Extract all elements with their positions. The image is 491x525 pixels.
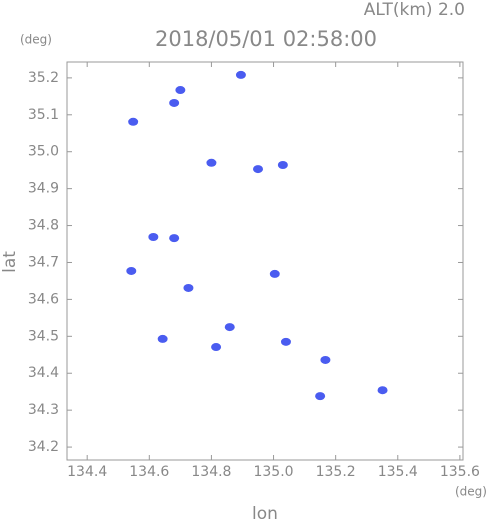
echo	[253, 165, 264, 174]
x-tick-label: 134.4	[67, 464, 107, 480]
echo	[175, 86, 186, 95]
echo	[269, 269, 280, 278]
echo	[277, 161, 288, 170]
echo	[320, 355, 331, 364]
echo	[126, 266, 137, 275]
y-tick-label: 34.9	[28, 181, 59, 197]
x-tick-label: 135.4	[378, 464, 418, 480]
y-tick-label: 34.5	[28, 328, 59, 344]
echo	[235, 70, 246, 79]
echo	[377, 386, 388, 395]
chart-title: 2018/05/01 02:58:00	[155, 27, 377, 51]
y-tick-label: 34.8	[28, 218, 59, 234]
y-tick-label: 34.4	[28, 365, 59, 381]
y-tick-label: 34.7	[28, 254, 59, 270]
y-tick-label: 35.1	[28, 107, 59, 123]
echo	[148, 233, 159, 242]
echo	[206, 158, 217, 167]
echo	[128, 117, 139, 126]
echo	[169, 98, 180, 107]
y-tick-label: 35.0	[28, 144, 59, 160]
echo	[211, 343, 222, 352]
x-tick-label: 135.2	[316, 464, 356, 480]
x-tick-label: 134.8	[191, 464, 231, 480]
y-label: lat	[0, 251, 20, 273]
echo	[169, 234, 180, 243]
plot-frame	[66, 61, 464, 461]
echo	[224, 323, 235, 332]
echo	[315, 392, 326, 401]
x-tick-label: 135.6	[440, 464, 480, 480]
x-label: lon	[252, 504, 278, 521]
y-tick-label: 35.2	[28, 70, 59, 86]
y-tick-label: 34.6	[28, 291, 59, 307]
header: ALT(km) 2.0	[364, 0, 465, 20]
echo	[183, 283, 194, 292]
x-unit: (deg)	[455, 485, 487, 499]
echo	[157, 334, 168, 343]
x-tick-label: 135.0	[253, 464, 293, 480]
y-unit: (deg)	[20, 33, 52, 47]
y-tick-label: 34.2	[28, 439, 59, 455]
echo	[280, 337, 291, 346]
x-tick-label: 134.6	[129, 464, 169, 480]
y-tick-label: 34.3	[28, 402, 59, 418]
